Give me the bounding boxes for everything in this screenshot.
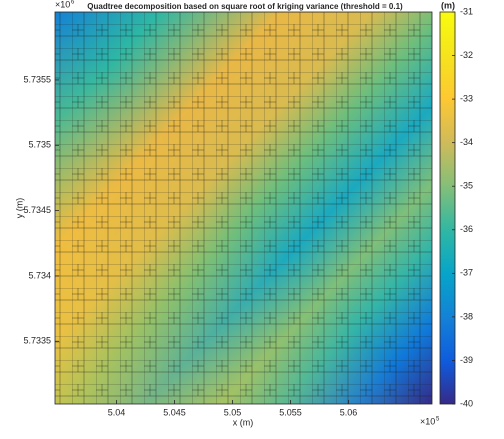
colorbar-tick-label: -39 [460, 355, 473, 365]
colorbar-tick-label: -38 [460, 311, 473, 321]
y-tick-label: 5.735 [28, 140, 51, 150]
x-exponent-base: ×10 [420, 416, 435, 426]
colorbar-tick-label: -31 [460, 6, 473, 16]
y-tick-label: 5.734 [28, 270, 51, 280]
y-axis-label: y (m) [14, 198, 24, 219]
x-tick-label: 5.04 [108, 407, 126, 417]
y-tick-label: 5.7335 [23, 336, 51, 346]
colorbar-tick-label: -33 [460, 93, 473, 103]
y-tick-label: 5.7345 [23, 205, 51, 215]
x-tick-label: 5.055 [279, 407, 302, 417]
colorbar-tick-label: -34 [460, 137, 473, 147]
x-tick-label: 5.05 [224, 407, 242, 417]
colorbar-tick-label: -40 [460, 398, 473, 408]
quadtree-grid [55, 12, 432, 404]
x-exponent-power: 5 [436, 417, 440, 423]
y-exponent-base: ×10 [55, 0, 70, 9]
y-tick-label: 5.7355 [23, 74, 51, 84]
colorbar-tick-label: -36 [460, 224, 473, 234]
colorbar-tick-label: -37 [460, 268, 473, 278]
chart-title: Quadtree decomposition based on square r… [87, 2, 403, 11]
colorbar-label: (m) [441, 0, 455, 10]
y-exponent-power: 6 [71, 0, 75, 6]
x-tick-label: 5.045 [163, 407, 186, 417]
x-tick-label: 5.06 [340, 407, 358, 417]
colorbar-tick-label: -35 [460, 181, 473, 191]
colorbar [439, 11, 456, 405]
plot-frame [54, 11, 433, 405]
x-axis-label: x (m) [233, 417, 254, 427]
colorbar-tick-label: -32 [460, 50, 473, 60]
